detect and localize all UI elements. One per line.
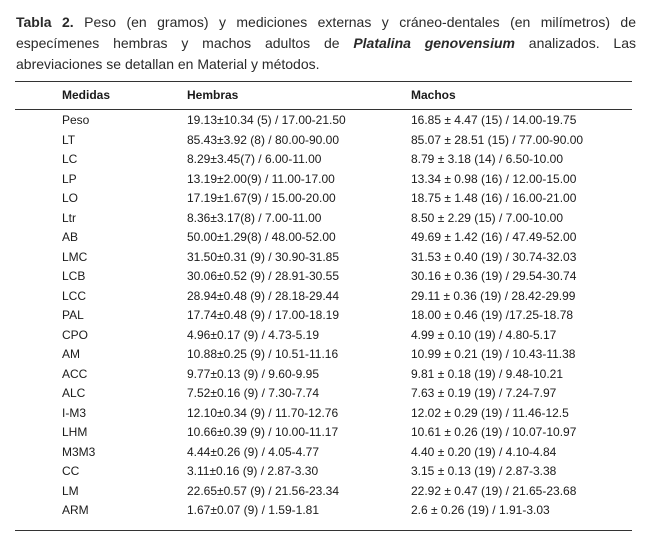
cell-medida: ACC — [62, 366, 88, 381]
cell-medida: LM — [62, 483, 79, 498]
cell-machos: 8.50 ± 2.29 (15) / 7.00-10.00 — [411, 210, 564, 225]
table-row: LM 22.65±0.57 (9) / 21.56-23.34 22.92 ± 0.… — [0, 485, 649, 505]
cell-hembras: 17.74±0.48 (9) / 17.00-18.19 — [187, 308, 340, 322]
cell-medida: LHM — [62, 425, 88, 439]
cell-medida: Ltr — [62, 210, 77, 225]
cell-hembras: 7.52±0.16 (9) / 7.30-7.74 — [187, 386, 320, 400]
cell-machos: 9.81 ± 0.18 (19) / 9.48-10.21 — [411, 366, 564, 381]
table-row: Ltr 8.36±3.17(8) / 7.00-11.00 8.50 ± 2.29 … — [0, 212, 649, 232]
cell-medida: M3M3 — [62, 444, 96, 459]
table-row: CC 3.11±0.16 (9) / 2.87-3.30 3.15 ± 0.13 (… — [0, 465, 649, 485]
cell-machos: 7.63 ± 0.19 (19) / 7.24-7.97 — [411, 386, 557, 400]
cell-hembras: 30.06±0.52 (9) / 28.91-30.55 — [187, 269, 340, 283]
cell-machos: 8.79 ± 3.18 (14) / 6.50-10.00 — [411, 152, 564, 166]
cell-medida: CPO — [62, 327, 89, 342]
cell-hembras: 8.36±3.17(8) / 7.00-11.00 — [187, 210, 322, 225]
cell-hembras: 28.94±0.48 (9) / 28.18-29.44 — [187, 288, 340, 303]
cell-medida: ARM — [62, 503, 89, 517]
table-header-rule — [15, 109, 632, 110]
table-top-rule — [15, 81, 632, 82]
table-bottom-rule — [15, 530, 632, 531]
cell-machos: 10.61 ± 0.26 (19) / 10.07-10.97 — [411, 425, 577, 439]
table-row: PAL 17.74±0.48 (9) / 17.00-18.19 18.00 ± 0… — [0, 309, 649, 329]
cell-machos: 16.85 ± 4.47 (15) / 14.00-19.75 — [411, 113, 577, 127]
cell-machos: 2.6 ± 0.26 (19) / 1.91-3.03 — [411, 503, 550, 517]
table-caption: Tabla 2. Peso (en gramos) y mediciones e… — [16, 12, 636, 75]
table-row: AB 50.00±1.29(8) / 48.00-52.00 49.69 ± 1.4… — [0, 231, 649, 251]
caption-label: Tabla 2. — [16, 14, 74, 30]
cell-hembras: 3.11±0.16 (9) / 2.87-3.30 — [187, 464, 319, 478]
cell-hembras: 13.19±2.00(9) / 11.00-17.00 — [187, 171, 335, 186]
cell-machos: 4.40 ± 0.20 (19) / 4.10-4.84 — [411, 444, 557, 459]
table-row: LCC 28.94±0.48 (9) / 28.18-29.44 29.11 ± 0… — [0, 290, 649, 310]
cell-hembras: 22.65±0.57 (9) / 21.56-23.34 — [187, 483, 340, 498]
cell-machos: 30.16 ± 0.36 (19) / 29.54-30.74 — [411, 269, 577, 283]
table-row: LCB 30.06±0.52 (9) / 28.91-30.55 30.16 ± 0… — [0, 270, 649, 290]
table-row: ARM 1.67±0.07 (9) / 1.59-1.81 2.6 ± 0.26 (… — [0, 504, 649, 524]
cell-medida: LT — [62, 132, 76, 147]
cell-machos: 49.69 ± 1.42 (16) / 47.49-52.00 — [411, 230, 577, 244]
cell-hembras: 19.13±10.34 (5) / 17.00-21.50 — [187, 113, 346, 127]
cell-medida: I-M3 — [62, 405, 86, 420]
header-machos: Machos — [411, 88, 456, 102]
table-row: I-M3 12.10±0.34 (9) / 11.70-12.76 12.02 ± … — [0, 407, 649, 427]
cell-medida: LC — [62, 152, 78, 166]
cell-hembras: 9.77±0.13 (9) / 9.60-9.95 — [187, 366, 320, 381]
cell-machos: 29.11 ± 0.36 (19) / 28.42-29.99 — [411, 288, 576, 303]
table-row: LO 17.19±1.67(9) / 15.00-20.00 18.75 ± 1.4… — [0, 192, 649, 212]
cell-hembras: 85.43±3.92 (8) / 80.00-90.00 — [187, 132, 340, 147]
cell-hembras: 8.29±3.45(7) / 6.00-11.00 — [187, 152, 322, 166]
table-row: ALC 7.52±0.16 (9) / 7.30-7.74 7.63 ± 0.19 … — [0, 387, 649, 407]
cell-medida: LP — [62, 171, 77, 186]
cell-medida: CC — [62, 464, 80, 478]
cell-hembras: 4.44±0.26 (9) / 4.05-4.77 — [187, 444, 320, 459]
cell-medida: LCB — [62, 269, 86, 283]
header-medidas: Medidas — [62, 88, 111, 102]
cell-hembras: 12.10±0.34 (9) / 11.70-12.76 — [187, 405, 339, 420]
cell-machos: 3.15 ± 0.13 (19) / 2.87-3.38 — [411, 464, 557, 478]
cell-medida: ALC — [62, 386, 86, 400]
table-row: LT 85.43±3.92 (8) / 80.00-90.00 85.07 ± 28… — [0, 134, 649, 154]
cell-hembras: 1.67±0.07 (9) / 1.59-1.81 — [187, 503, 320, 517]
cell-hembras: 50.00±1.29(8) / 48.00-52.00 — [187, 230, 336, 244]
table-row: LHM 10.66±0.39 (9) / 10.00-11.17 10.61 ± 0… — [0, 426, 649, 446]
cell-machos: 13.34 ± 0.98 (16) / 12.00-15.00 — [411, 171, 577, 186]
table-row: LMC 31.50±0.31 (9) / 30.90-31.85 31.53 ± 0… — [0, 251, 649, 271]
cell-medida: AM — [62, 347, 80, 361]
cell-machos: 31.53 ± 0.40 (19) / 30.74-32.03 — [411, 249, 577, 264]
cell-medida: LMC — [62, 249, 88, 264]
cell-hembras: 10.66±0.39 (9) / 10.00-11.17 — [187, 425, 339, 439]
cell-machos: 22.92 ± 0.47 (19) / 21.65-23.68 — [411, 483, 577, 498]
table-row: CPO 4.96±0.17 (9) / 4.73-5.19 4.99 ± 0.10 … — [0, 329, 649, 349]
cell-medida: LCC — [62, 288, 87, 303]
cell-hembras: 4.96±0.17 (9) / 4.73-5.19 — [187, 327, 320, 342]
cell-hembras: 10.88±0.25 (9) / 10.51-11.16 — [187, 347, 339, 361]
cell-hembras: 17.19±1.67(9) / 15.00-20.00 — [187, 191, 336, 205]
table-row: M3M3 4.44±0.26 (9) / 4.05-4.77 4.40 ± 0.20… — [0, 446, 649, 466]
table-row: Peso 19.13±10.34 (5) / 17.00-21.50 16.85 ±… — [0, 114, 649, 134]
table-row: AM 10.88±0.25 (9) / 10.51-11.16 10.99 ± 0.… — [0, 348, 649, 368]
cell-machos: 4.99 ± 0.10 (19) / 4.80-5.17 — [411, 327, 557, 342]
caption-text-after: analizados. Las abreviaciones se detalla… — [16, 35, 636, 72]
cell-medida: PAL — [62, 308, 84, 322]
cell-machos: 18.75 ± 1.48 (16) / 16.00-21.00 — [411, 191, 577, 205]
table-row: LP 13.19±2.00(9) / 11.00-17.00 13.34 ± 0.9… — [0, 173, 649, 193]
cell-hembras: 31.50±0.31 (9) / 30.90-31.85 — [187, 249, 340, 264]
cell-machos: 85.07 ± 28.51 (15) / 77.00-90.00 — [411, 132, 584, 147]
caption-species: Platalina genovensium — [353, 35, 515, 51]
header-hembras: Hembras — [187, 88, 239, 102]
cell-medida: LO — [62, 191, 79, 205]
table-body: Peso 19.13±10.34 (5) / 17.00-21.50 16.85 ±… — [0, 114, 649, 524]
cell-machos: 12.02 ± 0.29 (19) / 11.46-12.5 — [411, 405, 569, 420]
table-row: LC 8.29±3.45(7) / 6.00-11.00 8.79 ± 3.18 (… — [0, 153, 649, 173]
caption-text-before: Peso (en gramos) y mediciones externas y… — [16, 14, 637, 51]
table-row: ACC 9.77±0.13 (9) / 9.60-9.95 9.81 ± 0.18 … — [0, 368, 649, 388]
cell-medida: Peso — [62, 113, 90, 127]
cell-medida: AB — [62, 230, 79, 244]
cell-machos: 10.99 ± 0.21 (19) / 10.43-11.38 — [411, 347, 576, 361]
cell-machos: 18.00 ± 0.46 (19) /17.25-18.78 — [411, 308, 574, 322]
